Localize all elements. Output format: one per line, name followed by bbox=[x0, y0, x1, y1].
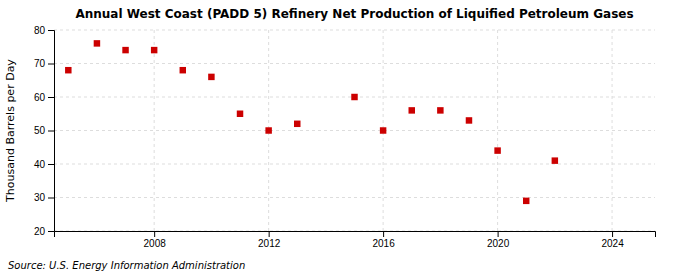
y-axis-tick: 40 bbox=[34, 159, 54, 170]
point bbox=[237, 111, 243, 117]
y-axis-tick-mark bbox=[48, 198, 54, 199]
grid-line-y bbox=[54, 164, 655, 165]
y-axis-tick: 30 bbox=[34, 192, 54, 203]
plot-area bbox=[65, 40, 558, 204]
y-axis-tick-label: 40 bbox=[34, 159, 46, 170]
grid-line-y bbox=[54, 30, 655, 31]
x-axis-tick-label: 2024 bbox=[601, 238, 624, 249]
point bbox=[466, 117, 472, 123]
point bbox=[552, 157, 558, 163]
grid-line-y bbox=[54, 197, 655, 198]
y-axis-tick-label: 30 bbox=[34, 192, 46, 203]
x-axis-tick: 2008 bbox=[144, 231, 167, 249]
y-axis-tick: 70 bbox=[34, 58, 54, 69]
x-axis-tick-label: 2016 bbox=[372, 238, 395, 249]
grid-line-y bbox=[54, 63, 655, 64]
y-axis-tick-mark bbox=[48, 64, 54, 65]
y-axis-tick-label: 50 bbox=[34, 125, 46, 136]
x-axis-tick-label: 2020 bbox=[487, 238, 510, 249]
x-axis-tick-label: 2012 bbox=[258, 238, 281, 249]
y-axis-line bbox=[48, 31, 55, 232]
y-axis-tick-mark bbox=[48, 97, 54, 98]
point bbox=[494, 147, 500, 153]
source-note: Source: U.S. Energy Information Administ… bbox=[8, 260, 245, 271]
grid-line-x bbox=[154, 30, 155, 231]
x-axis-tick-mark bbox=[498, 231, 499, 237]
point bbox=[408, 107, 414, 113]
x-axis-line bbox=[55, 232, 656, 238]
point bbox=[265, 127, 271, 133]
x-axis-tick: 2012 bbox=[258, 231, 281, 249]
x-axis-tick: 2020 bbox=[487, 231, 510, 249]
point bbox=[523, 198, 529, 204]
x-axis-tick-mark bbox=[612, 231, 613, 237]
y-axis-tick-label: 70 bbox=[34, 58, 46, 69]
point bbox=[151, 47, 157, 53]
grid bbox=[54, 30, 655, 231]
title: Annual West Coast (PADD 5) Refinery Net … bbox=[75, 7, 633, 21]
point bbox=[351, 94, 357, 100]
y-axis: 20 30 40 50 60 70 80 bbox=[34, 25, 55, 237]
y-axis-tick: 60 bbox=[34, 92, 54, 103]
y-axis-tick: 80 bbox=[34, 25, 54, 36]
x-axis: 2008 2012 2016 2020 2024 bbox=[55, 231, 656, 249]
point bbox=[122, 47, 128, 53]
point bbox=[437, 107, 443, 113]
point bbox=[180, 67, 186, 73]
x-axis-tick: 2016 bbox=[372, 231, 395, 249]
chart-svg: 2008 2012 2016 2020 2024 20 30 40 50 60 70 80 Annual… bbox=[0, 0, 675, 275]
y-axis-tick-label: 60 bbox=[34, 92, 46, 103]
y-axis-tick-mark bbox=[48, 231, 54, 232]
y-axis-title: Thousand Barrels per Day bbox=[4, 59, 17, 203]
x-axis-tick-mark bbox=[269, 231, 270, 237]
point bbox=[65, 67, 71, 73]
y-axis-tick: 50 bbox=[34, 125, 54, 136]
point bbox=[294, 121, 300, 127]
grid-line-y bbox=[54, 130, 655, 131]
x-axis-tick: 2024 bbox=[601, 231, 624, 249]
point bbox=[94, 40, 100, 46]
point bbox=[380, 127, 386, 133]
y-axis-tick-label: 20 bbox=[34, 226, 46, 237]
chart-container: 2008 2012 2016 2020 2024 20 30 40 50 60 70 80 Annual… bbox=[0, 0, 675, 275]
point bbox=[208, 74, 214, 80]
x-axis-tick-mark bbox=[383, 231, 384, 237]
y-axis-tick-mark bbox=[48, 131, 54, 132]
y-axis-tick-mark bbox=[48, 30, 54, 31]
grid-line-x bbox=[497, 30, 498, 231]
y-axis-tick: 20 bbox=[34, 226, 54, 237]
y-axis-tick-mark bbox=[48, 164, 54, 165]
x-axis-tick-mark bbox=[154, 231, 155, 237]
y-axis-tick-label: 80 bbox=[34, 25, 46, 36]
x-axis-tick-label: 2008 bbox=[144, 238, 167, 249]
